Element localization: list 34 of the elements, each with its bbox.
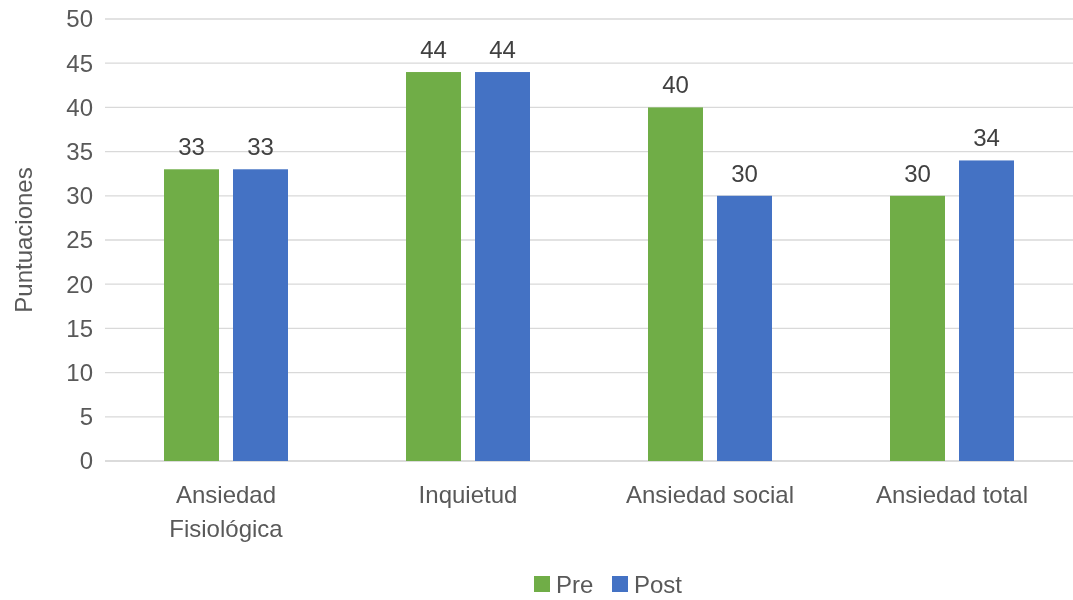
- y-tick-label: 5: [79, 403, 93, 431]
- data-label: 30: [904, 159, 931, 187]
- data-label: 33: [178, 133, 205, 161]
- data-label: 34: [973, 124, 1000, 152]
- data-label: 30: [731, 159, 758, 187]
- y-tick-label: 45: [66, 49, 93, 77]
- bar: [959, 160, 1014, 461]
- bar: [233, 169, 288, 461]
- bar: [164, 169, 219, 461]
- x-tick-label: Ansiedad social: [625, 481, 795, 508]
- legend-label: Pre: [556, 571, 594, 599]
- y-tick-label: 35: [66, 138, 93, 165]
- bar: [890, 195, 945, 461]
- x-tick-label: Ansiedad Fisiológica: [169, 481, 284, 542]
- bar: [406, 72, 461, 461]
- y-tick-label: 30: [66, 182, 93, 210]
- data-label: 44: [489, 36, 516, 64]
- y-tick-label: 20: [66, 270, 93, 298]
- data-label: 33: [247, 133, 274, 161]
- y-tick-label: 25: [66, 226, 93, 254]
- data-label: 44: [420, 36, 447, 64]
- y-tick-label: 15: [66, 314, 93, 342]
- y-tick-label: 50: [66, 5, 93, 33]
- x-tick-label: Inquietud: [418, 481, 518, 508]
- legend-label: Post: [634, 571, 683, 599]
- bar: [717, 195, 772, 461]
- x-tick-label: Ansiedad total: [875, 481, 1029, 508]
- y-tick-label: 40: [66, 93, 93, 121]
- y-tick-label: 10: [66, 359, 93, 386]
- data-label: 40: [662, 71, 689, 99]
- y-axis-title: Puntuaciones: [10, 167, 37, 313]
- y-tick-label: 0: [79, 447, 93, 475]
- bar: [475, 72, 530, 461]
- bar: [648, 107, 703, 461]
